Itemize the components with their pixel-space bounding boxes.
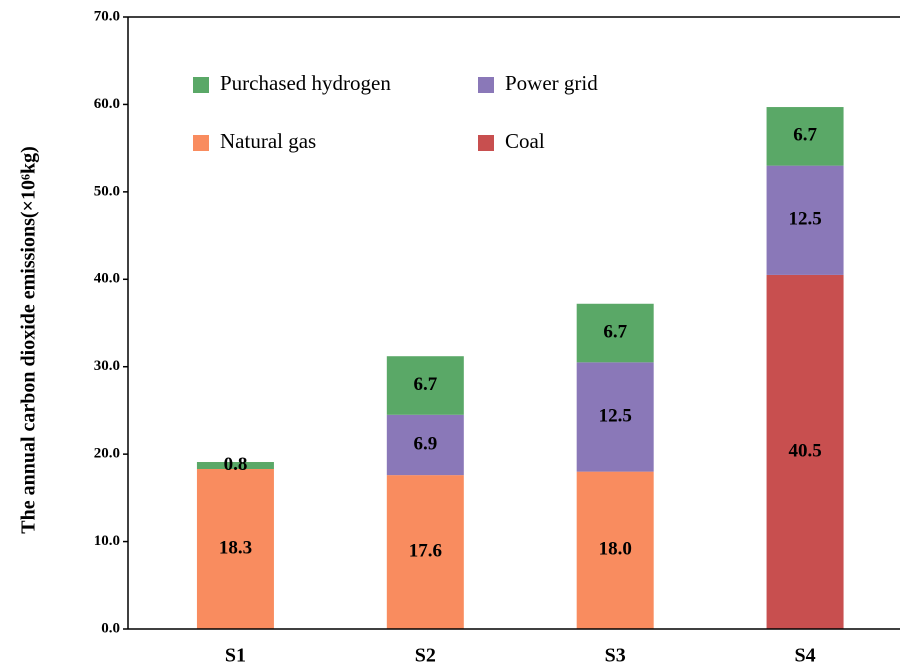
y-tick-label: 20.0: [94, 446, 120, 462]
legend-label: Power grid: [505, 71, 598, 95]
y-tick-label: 40.0: [94, 271, 120, 287]
value-label: 0.8: [224, 454, 248, 475]
legend-swatch: [478, 135, 494, 151]
y-tick-label: 60.0: [94, 96, 120, 112]
legend-label: Natural gas: [220, 129, 316, 153]
bar-segment: [196, 462, 274, 470]
value-label: 18.0: [599, 539, 632, 560]
value-label: 12.5: [599, 405, 632, 426]
legend-swatch: [193, 77, 209, 93]
x-tick-label: S2: [415, 645, 436, 667]
bar-segment: [766, 274, 844, 629]
value-label: 40.5: [788, 440, 821, 461]
bar-segment: [196, 469, 274, 629]
value-label: 6.7: [413, 374, 437, 395]
legend-label: Purchased hydrogen: [220, 71, 391, 95]
bar-segment: [576, 303, 654, 363]
legend-label: Coal: [505, 129, 545, 153]
bar-segment: [766, 165, 844, 275]
y-tick-label: 0.0: [101, 620, 120, 636]
bar-segment: [576, 471, 654, 629]
bar-segment: [766, 107, 844, 166]
y-tick-label: 50.0: [94, 183, 120, 199]
x-tick-label: S4: [795, 645, 816, 667]
legend-swatch: [193, 135, 209, 151]
x-tick-label: S1: [225, 645, 246, 667]
bar-segment: [576, 362, 654, 472]
legend-swatch: [478, 77, 494, 93]
value-label: 18.3: [219, 537, 252, 558]
y-axis-label: The annual carbon dioxide emissions(×10⁶…: [18, 146, 40, 533]
value-label: 12.5: [788, 209, 821, 230]
x-tick-label: S3: [605, 645, 626, 667]
value-label: 17.6: [409, 540, 442, 561]
y-tick-label: 70.0: [94, 8, 120, 24]
bar-segment: [386, 475, 464, 629]
y-tick-label: 30.0: [94, 358, 120, 374]
value-label: 6.7: [793, 125, 817, 146]
bar-segment: [386, 414, 464, 476]
bar-segment: [386, 356, 464, 415]
value-label: 6.7: [603, 321, 627, 342]
value-label: 6.9: [413, 433, 437, 454]
y-tick-label: 10.0: [94, 533, 120, 549]
